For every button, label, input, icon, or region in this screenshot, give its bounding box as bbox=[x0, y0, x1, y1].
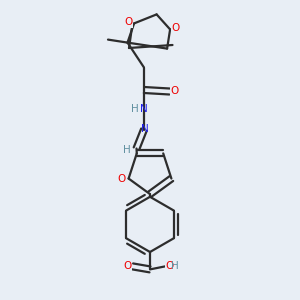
Text: O: O bbox=[123, 261, 131, 271]
Text: H: H bbox=[131, 104, 139, 115]
Text: H: H bbox=[123, 145, 131, 155]
Text: N: N bbox=[141, 124, 149, 134]
Text: O: O bbox=[171, 23, 180, 33]
Text: O: O bbox=[117, 174, 125, 184]
Text: O: O bbox=[124, 17, 133, 27]
Text: H: H bbox=[171, 261, 179, 272]
Text: N: N bbox=[140, 104, 147, 115]
Text: O: O bbox=[171, 86, 179, 96]
Text: O: O bbox=[165, 261, 174, 271]
